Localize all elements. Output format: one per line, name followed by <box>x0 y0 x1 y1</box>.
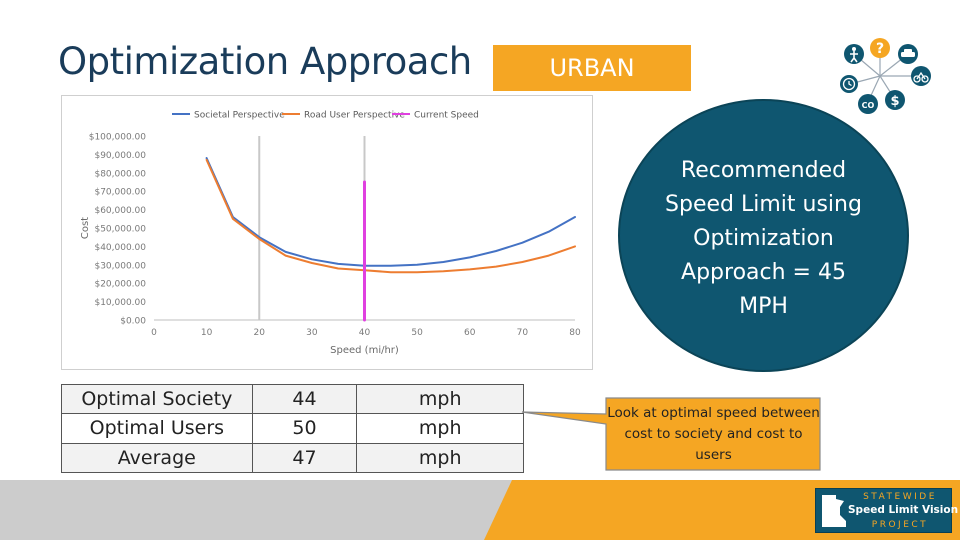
slide-title: Optimization Approach <box>58 40 472 83</box>
legend-label: Societal Perspective <box>194 111 285 121</box>
table-row: Optimal Users 50 mph <box>61 413 524 444</box>
row-unit-cell: mph <box>356 413 524 444</box>
row-value-cell: 47 <box>251 442 358 473</box>
row-label-cell: Average <box>61 442 253 473</box>
x-axis-title: Speed (mi/hr) <box>330 345 399 356</box>
logo-title: Speed Limit Vision <box>848 504 959 516</box>
recommendation-text: Recommended Speed Limit using Optimizati… <box>665 157 862 319</box>
y-tick-label: $0.00 <box>120 317 146 327</box>
cost-speed-chart: $0.00 $10,000.00 $20,000.00 $30,000.00 $40,0… <box>61 95 593 370</box>
urban-badge-label: URBAN <box>549 54 635 82</box>
topic-icons-cluster: ? CO $ <box>840 38 931 114</box>
y-tick-label: $50,000.00 <box>94 225 146 235</box>
y-tick-label: $40,000.00 <box>94 243 146 253</box>
x-tick-label: 50 <box>411 328 423 338</box>
project-logo: STATEWIDE Speed Limit Vision PROJECT <box>815 488 959 533</box>
series-line-1 <box>205 157 576 267</box>
row-label-cell: Optimal Society <box>61 383 253 415</box>
logo-project: PROJECT <box>871 520 929 530</box>
urban-badge: URBAN <box>493 45 691 91</box>
svg-text:?: ? <box>876 41 884 57</box>
bicycle-icon <box>911 66 931 86</box>
y-tick-label: $90,000.00 <box>94 151 146 161</box>
x-tick-label: 80 <box>569 328 581 338</box>
y-tick-label: $20,000.00 <box>94 280 146 290</box>
dollar-icon: $ <box>885 90 905 110</box>
row-value-cell: 44 <box>251 383 358 415</box>
series-line-2 <box>205 158 576 274</box>
minnesota-state-icon <box>822 495 846 527</box>
question-icon: ? <box>870 38 890 58</box>
legend-label: Road User Perspective <box>304 111 405 121</box>
x-tick-label: 70 <box>517 328 529 338</box>
y-tick-label: $60,000.00 <box>94 206 146 216</box>
x-tick-label: 10 <box>201 328 213 338</box>
y-axis-title: Cost <box>80 217 91 239</box>
x-tick-label: 60 <box>464 328 476 338</box>
svg-text:CO: CO <box>862 101 875 110</box>
row-value-cell: 50 <box>251 413 358 444</box>
row-unit-cell: mph <box>356 442 524 473</box>
y-tick-label: $10,000.00 <box>94 298 146 308</box>
y-tick-label: $80,000.00 <box>94 169 146 179</box>
row-label-cell: Optimal Users <box>61 413 253 444</box>
table-row: Optimal Society 44 mph <box>61 383 524 415</box>
chart-svg: $0.00 $10,000.00 $20,000.00 $30,000.00 $40,0… <box>80 111 581 357</box>
y-tick-label: $70,000.00 <box>94 188 146 198</box>
x-tick-label: 40 <box>359 328 371 338</box>
row-unit-cell: mph <box>356 383 524 415</box>
x-tick-label: 0 <box>151 328 157 338</box>
y-tick-label: $30,000.00 <box>94 261 146 271</box>
results-table: Optimal Society 44 mph Optimal Users 50 mph Av… <box>61 383 524 473</box>
callout-text: Look at optimal speed between cost to so… <box>607 404 820 463</box>
legend-label: Current Speed <box>414 111 479 121</box>
svg-text:$: $ <box>890 94 899 109</box>
pedestrian-icon <box>844 44 864 64</box>
y-tick-label: $100,000.00 <box>89 133 147 143</box>
logo-statewide: STATEWIDE <box>863 492 937 502</box>
table-row: Average 47 mph <box>61 442 524 473</box>
x-tick-label: 20 <box>254 328 266 338</box>
clock-icon <box>840 75 858 93</box>
callout-shape <box>521 397 821 471</box>
co2-icon: CO <box>858 94 878 114</box>
car-icon <box>898 44 918 64</box>
recommendation-circle: Recommended Speed Limit using Optimizati… <box>618 99 909 372</box>
x-tick-label: 30 <box>306 328 318 338</box>
